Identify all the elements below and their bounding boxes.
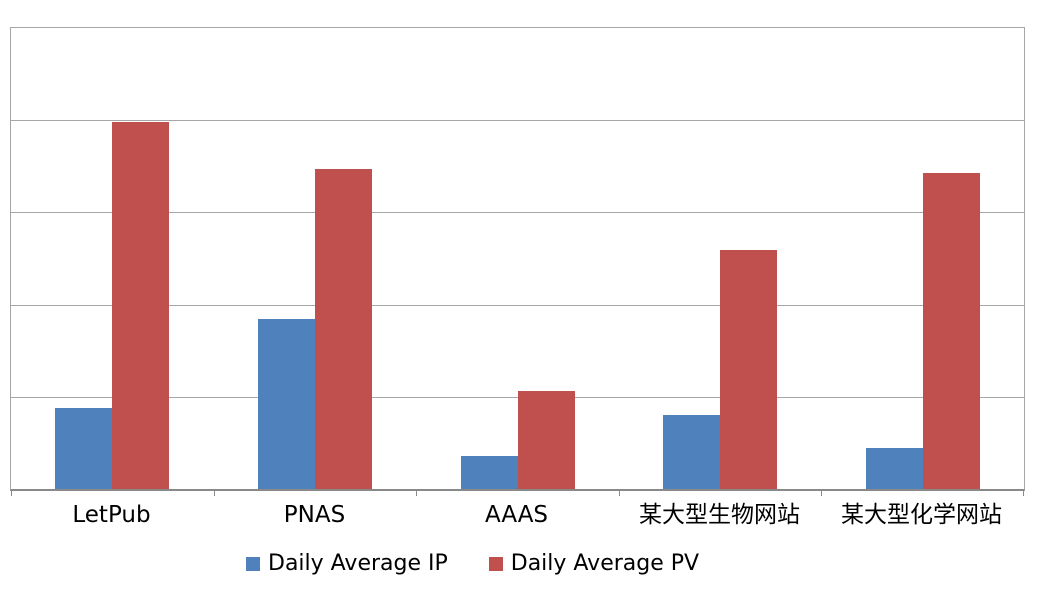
- legend-entry-daily-average-ip: Daily Average IP: [246, 551, 448, 576]
- axis-tick: [214, 491, 215, 496]
- axis-tick: [416, 491, 417, 496]
- bar-daily-average-pv-aaas: [518, 391, 575, 489]
- category-label-series: 某大型化学网站: [841, 502, 1002, 528]
- bar-daily-average-ip-series: [866, 448, 923, 489]
- axis-tick: [619, 491, 620, 496]
- legend: Daily Average IP Daily Average PV: [246, 551, 699, 576]
- gridline: [11, 212, 1024, 213]
- gridline: [11, 305, 1024, 306]
- legend-entry-daily-average-pv: Daily Average PV: [488, 551, 700, 576]
- legend-swatch-icon: [246, 556, 260, 571]
- plot-area: [10, 27, 1025, 496]
- gridline: [11, 120, 1024, 121]
- axis-tick: [11, 491, 12, 496]
- category-label-letpub: LetPub: [72, 502, 151, 528]
- category-label-series: 某大型生物网站: [639, 502, 800, 528]
- bar-daily-average-pv-series: [923, 173, 980, 489]
- bar-daily-average-pv-pnas: [315, 169, 372, 489]
- bar-daily-average-pv-series: [720, 250, 777, 489]
- legend-label: Daily Average IP: [268, 551, 448, 576]
- gridline: [11, 397, 1024, 398]
- bar-daily-average-ip-pnas: [258, 319, 315, 489]
- legend-label: Daily Average PV: [510, 551, 700, 576]
- axis-tick: [821, 491, 822, 496]
- category-label-pnas: PNAS: [283, 502, 346, 528]
- category-label-aaas: AAAS: [484, 502, 549, 528]
- bar-daily-average-ip-aaas: [461, 456, 518, 489]
- bar-daily-average-ip-letpub: [55, 408, 112, 489]
- bar-daily-average-ip-series: [663, 415, 720, 489]
- legend-swatch-icon: [488, 556, 503, 571]
- axis-tick: [1023, 491, 1024, 496]
- bar-daily-average-pv-letpub: [112, 122, 169, 489]
